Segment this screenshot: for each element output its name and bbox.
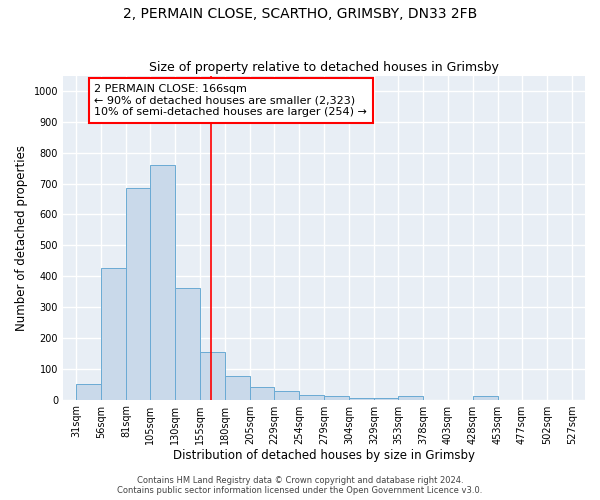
- Bar: [126, 188, 150, 400]
- Text: Contains HM Land Registry data © Crown copyright and database right 2024.
Contai: Contains HM Land Registry data © Crown c…: [118, 476, 482, 495]
- Bar: [299, 395, 324, 400]
- Title: Size of property relative to detached houses in Grimsby: Size of property relative to detached ho…: [149, 62, 499, 74]
- Bar: [225, 376, 250, 400]
- Bar: [150, 165, 175, 400]
- Text: 2 PERMAIN CLOSE: 166sqm
← 90% of detached houses are smaller (2,323)
10% of semi: 2 PERMAIN CLOSE: 166sqm ← 90% of detache…: [94, 84, 367, 117]
- Bar: [324, 396, 349, 400]
- Bar: [200, 352, 225, 400]
- Text: 2, PERMAIN CLOSE, SCARTHO, GRIMSBY, DN33 2FB: 2, PERMAIN CLOSE, SCARTHO, GRIMSBY, DN33…: [123, 8, 477, 22]
- Bar: [101, 268, 126, 400]
- Y-axis label: Number of detached properties: Number of detached properties: [15, 144, 28, 330]
- Bar: [175, 288, 200, 400]
- Bar: [473, 396, 498, 400]
- Bar: [76, 384, 101, 400]
- Bar: [349, 398, 374, 400]
- Bar: [274, 392, 299, 400]
- Bar: [250, 387, 274, 400]
- X-axis label: Distribution of detached houses by size in Grimsby: Distribution of detached houses by size …: [173, 450, 475, 462]
- Bar: [398, 396, 423, 400]
- Bar: [374, 398, 398, 400]
